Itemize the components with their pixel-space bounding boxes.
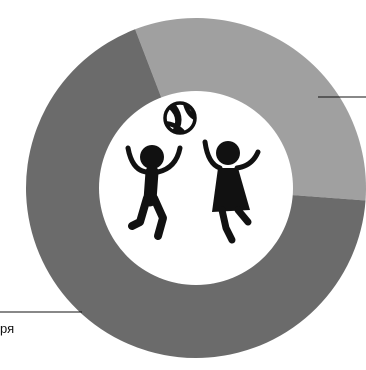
beach-ball-icon <box>163 101 197 135</box>
left-child-figure <box>125 145 183 240</box>
right-child-figure <box>202 139 261 244</box>
kids-playing-ball-icon <box>125 101 261 244</box>
donut-hole <box>99 91 293 285</box>
slice-label-2: ря <box>0 321 14 336</box>
